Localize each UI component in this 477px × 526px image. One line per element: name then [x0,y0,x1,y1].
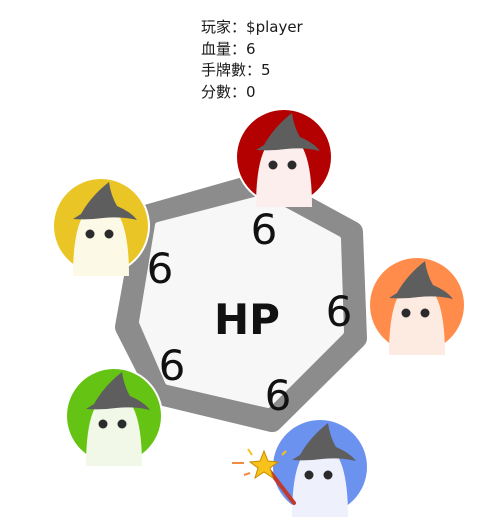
hp-value-top: 6 [250,205,278,254]
player-hp-row: 血量：6 [201,39,303,61]
player-score-value: 0 [246,82,256,101]
player-info-panel: 玩家：$player 血量：6 手牌數：5 分數：0 [201,17,303,103]
separator: ： [246,61,262,79]
hp-value-bottom: 6 [264,371,292,420]
wizard-avatar-icon [368,256,466,355]
separator: ： [231,18,247,36]
wizard-avatar-icon [271,418,369,517]
player-avatar-right[interactable] [367,255,467,355]
player-avatar-top-left[interactable] [51,176,151,276]
player-hp-label: 血量 [201,39,232,58]
hp-center-label: HP [214,295,280,344]
player-name-label: 玩家 [201,18,232,36]
player-avatar-top[interactable] [234,107,334,207]
player-name-value: $player [246,18,303,36]
hp-value-right: 6 [325,287,353,336]
player-score-row: 分數：0 [201,82,303,104]
player-avatar-bottom-left[interactable] [64,366,164,466]
magic-wand-icon [232,448,296,505]
hp-value-top-left: 6 [146,244,174,293]
wizard-avatar-icon [235,108,333,207]
wizard-avatar-icon [52,177,150,276]
player-hand-value: 5 [261,61,271,79]
player-hp-value: 6 [246,39,256,58]
separator: ： [231,39,247,58]
hp-value-bottom-left: 6 [158,341,186,390]
wizard-avatar-icon [65,367,163,466]
player-hand-label: 手牌數 [201,61,247,79]
player-score-label: 分數 [201,82,232,101]
player-avatar-bottom[interactable] [270,417,370,517]
player-hand-row: 手牌數：5 [201,60,303,82]
separator: ： [231,82,247,101]
player-name-row: 玩家：$player [201,17,303,39]
hp-pentagon-inner [139,195,344,408]
